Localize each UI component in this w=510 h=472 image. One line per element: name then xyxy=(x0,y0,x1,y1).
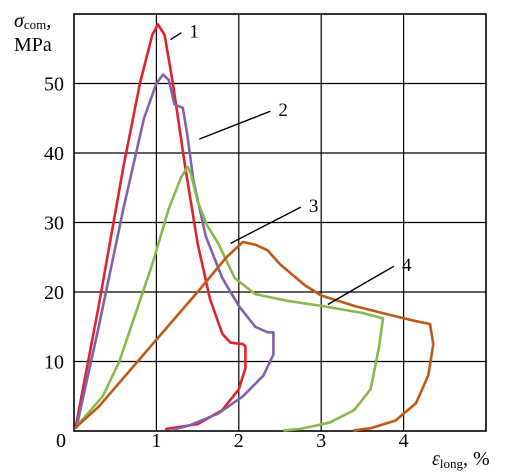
y-tick-label-50: 50 xyxy=(44,74,64,96)
x-tick-label-0: 0 xyxy=(56,430,66,452)
x-axis-suffix: , % xyxy=(463,448,490,470)
series-label-3: 3 xyxy=(309,196,319,217)
x-tick-label-4: 4 xyxy=(399,430,409,452)
plot-frame xyxy=(73,13,487,432)
series-line-1 xyxy=(74,23,247,431)
y-axis-label: σcom, xyxy=(14,10,51,32)
x-tick-label-1: 1 xyxy=(151,430,161,452)
x-axis-label: εlong, % xyxy=(432,448,490,471)
grid-lines xyxy=(74,14,486,431)
series-line-4 xyxy=(74,240,435,432)
y-axis-subscript: com xyxy=(24,17,46,32)
series-layer xyxy=(74,23,435,432)
y-axis-symbol: σ xyxy=(14,10,25,32)
y-tick-label-30: 30 xyxy=(44,213,64,235)
series-line-2 xyxy=(75,73,275,431)
series-label-4: 4 xyxy=(402,255,412,276)
axes xyxy=(73,13,487,432)
callout-line-2 xyxy=(198,110,271,140)
y-tick-label-20: 20 xyxy=(44,282,64,304)
axis-labels: σcom,MPa εlong, % xyxy=(14,10,490,471)
x-axis-symbol: ε xyxy=(432,448,440,470)
callout-line-3 xyxy=(230,206,302,244)
callout-layer: 1 2 3 4 xyxy=(170,22,412,306)
x-axis-subscript: long xyxy=(440,456,464,471)
tick-labels: 0 1 2 3 4 10 20 30 40 50 xyxy=(44,74,409,453)
series-label-1: 1 xyxy=(189,22,199,43)
x-tick-label-3: 3 xyxy=(316,430,326,452)
y-axis-unit: MPa xyxy=(14,34,52,56)
y-tick-label-10: 10 xyxy=(44,352,64,374)
callout-line-1 xyxy=(170,32,182,41)
series-line-3 xyxy=(74,165,385,432)
callout-line-4 xyxy=(327,265,395,306)
x-tick-label-2: 2 xyxy=(234,430,244,452)
y-tick-label-40: 40 xyxy=(44,143,64,165)
series-label-2: 2 xyxy=(278,100,288,121)
y-axis-suffix: , xyxy=(46,10,51,32)
